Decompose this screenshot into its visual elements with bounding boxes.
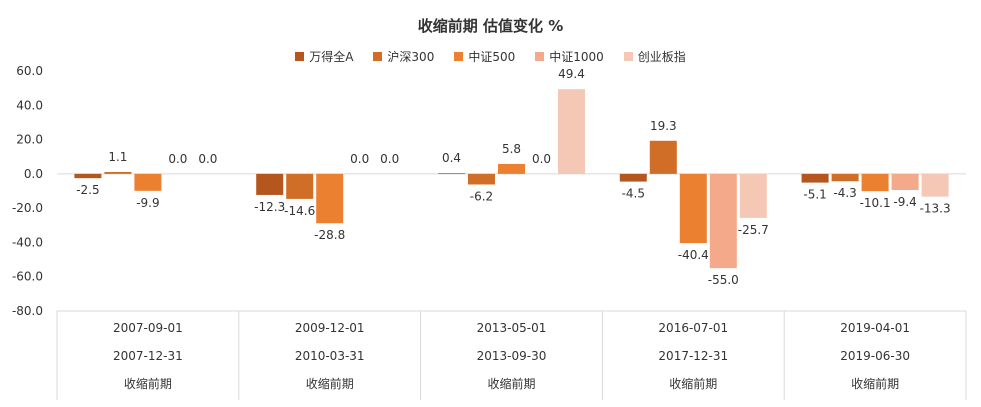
bar xyxy=(619,173,647,182)
bar xyxy=(739,173,767,218)
legend-item: 万得全A xyxy=(295,48,353,65)
legend-swatch xyxy=(295,52,305,61)
legend-label: 万得全A xyxy=(309,50,354,64)
legend: 万得全A 沪深300 中证500 中证1000 创业板指 xyxy=(0,48,981,65)
bar xyxy=(891,173,919,190)
legend-label: 创业板指 xyxy=(637,50,686,64)
data-label: 1.1 xyxy=(108,150,127,164)
category-start-label: 2013-05-01 xyxy=(477,321,547,335)
data-label: -12.3 xyxy=(254,200,285,214)
data-label: -6.2 xyxy=(470,189,493,203)
legend-label: 中证1000 xyxy=(549,50,604,64)
chart-title: 收缩前期 估值变化 % xyxy=(417,17,564,35)
bar xyxy=(498,163,525,174)
category-end-label: 2007-12-31 xyxy=(113,349,183,363)
data-label: -13.3 xyxy=(920,202,951,216)
category-label-label: 收缩前期 xyxy=(124,376,172,391)
data-label: -25.7 xyxy=(738,223,769,237)
y-tick-label: 0.0 xyxy=(24,167,43,181)
legend-swatch xyxy=(623,52,633,61)
bar xyxy=(679,173,707,244)
category-label-label: 收缩前期 xyxy=(851,376,899,391)
bar xyxy=(438,173,465,174)
y-tick-label: 40.0 xyxy=(16,98,43,112)
legend-label: 中证500 xyxy=(468,50,516,64)
legend-item: 创业板指 xyxy=(623,48,686,65)
category-end-label: 2017-12-31 xyxy=(658,349,728,363)
y-tick-label: -40.0 xyxy=(12,235,43,249)
bar xyxy=(558,89,585,174)
data-label: -28.8 xyxy=(314,228,345,242)
category-start-label: 2019-04-01 xyxy=(840,321,910,335)
legend-item: 中证500 xyxy=(454,48,515,65)
data-label: -55.0 xyxy=(708,273,739,287)
data-label: -5.1 xyxy=(803,188,826,202)
bar xyxy=(649,140,677,174)
data-label: 49.4 xyxy=(558,67,585,81)
data-label: 0.0 xyxy=(168,152,187,166)
y-tick-label: -80.0 xyxy=(12,304,43,318)
data-label: 0.0 xyxy=(380,152,399,166)
bar xyxy=(134,173,162,191)
category-end-label: 2013-09-30 xyxy=(477,349,547,363)
data-label: -4.3 xyxy=(833,186,856,200)
bar xyxy=(831,173,859,182)
category-label-label: 收缩前期 xyxy=(306,376,354,391)
data-label: 0.0 xyxy=(532,152,551,166)
legend-swatch xyxy=(454,52,464,61)
y-tick-label: -20.0 xyxy=(12,201,43,215)
data-label: -9.9 xyxy=(136,196,159,210)
category-start-label: 2016-07-01 xyxy=(658,321,728,335)
legend-label: 沪深300 xyxy=(387,50,435,64)
bar xyxy=(316,173,344,224)
data-label: 19.3 xyxy=(650,119,677,133)
data-label: -9.4 xyxy=(893,195,916,209)
y-tick-label: -60.0 xyxy=(12,270,43,284)
legend-item: 中证1000 xyxy=(535,48,604,65)
category-start-label: 2009-12-01 xyxy=(295,321,365,335)
data-label: 0.0 xyxy=(198,152,217,166)
y-tick-label: 60.0 xyxy=(16,64,43,78)
data-label: -40.4 xyxy=(678,248,709,262)
legend-swatch xyxy=(535,52,545,61)
bar xyxy=(861,173,889,192)
bar xyxy=(921,173,949,197)
category-end-label: 2010-03-31 xyxy=(295,349,365,363)
data-label: -10.1 xyxy=(860,196,891,210)
category-label-label: 收缩前期 xyxy=(487,376,535,391)
bar xyxy=(709,173,737,269)
data-label: 0.0 xyxy=(350,152,369,166)
category-start-label: 2007-09-01 xyxy=(113,321,183,335)
data-label: 5.8 xyxy=(502,142,521,156)
legend-swatch xyxy=(373,52,383,61)
bar xyxy=(468,173,495,185)
bar xyxy=(801,173,829,183)
bar xyxy=(104,171,132,174)
bar xyxy=(286,173,314,199)
data-label: -2.5 xyxy=(76,183,99,197)
data-label: 0.4 xyxy=(442,151,461,165)
category-label-label: 收缩前期 xyxy=(669,376,717,391)
bar xyxy=(74,173,102,179)
data-label: -14.6 xyxy=(284,204,315,218)
y-tick-label: 20.0 xyxy=(16,133,43,147)
data-label: -4.5 xyxy=(622,187,645,201)
bar xyxy=(256,173,284,195)
category-end-label: 2019-06-30 xyxy=(840,349,910,363)
legend-item: 沪深300 xyxy=(373,48,434,65)
